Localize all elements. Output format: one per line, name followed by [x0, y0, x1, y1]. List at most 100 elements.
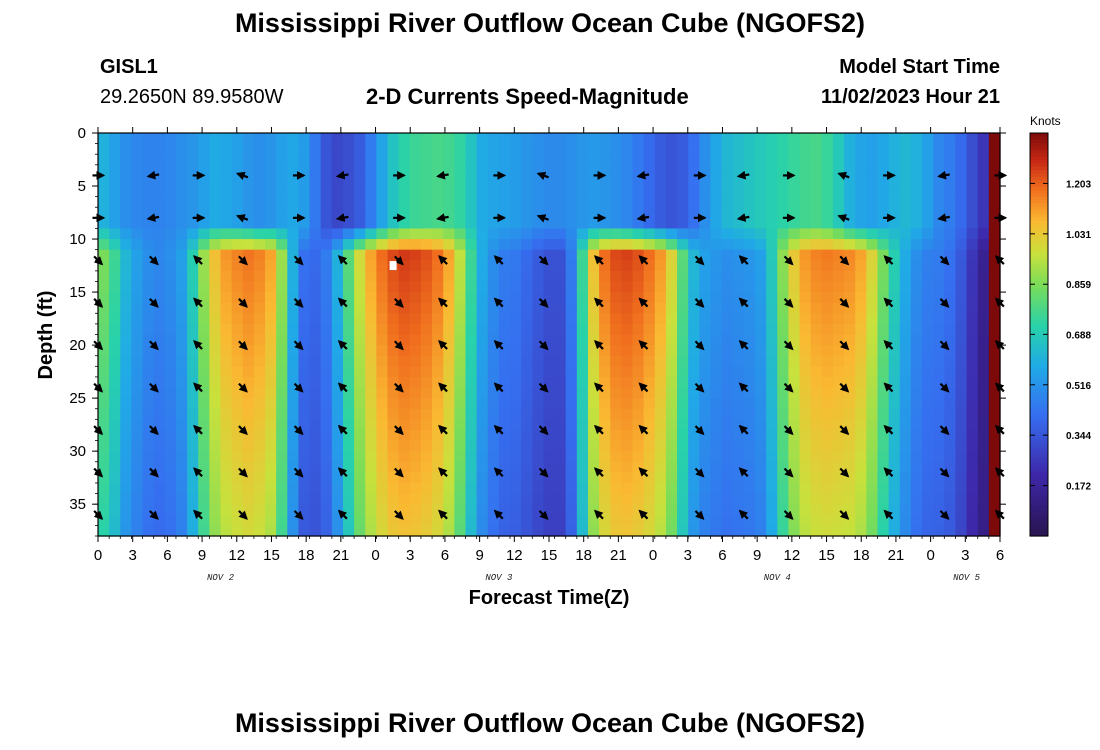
heatmap-cell: [153, 217, 166, 230]
heatmap-cell: [320, 164, 333, 177]
heatmap-cell: [476, 419, 489, 431]
heatmap-cell: [677, 175, 689, 187]
heatmap-cell: [320, 504, 333, 516]
heatmap-cell: [888, 217, 901, 230]
heatmap-cell: [866, 493, 879, 505]
heatmap-cell: [376, 228, 389, 240]
heatmap-cell: [276, 472, 288, 484]
heatmap-cell: [187, 366, 199, 378]
heatmap-cell: [677, 429, 689, 442]
heatmap-cell: [832, 525, 845, 537]
heatmap-cell: [265, 196, 277, 208]
heatmap-cell: [966, 249, 979, 261]
heatmap-cell: [109, 207, 121, 219]
heatmap-cell: [432, 419, 444, 431]
current-arrow: [337, 467, 348, 478]
heatmap-cell: [253, 345, 266, 357]
y-tick-label: 30: [69, 443, 86, 460]
heatmap-cell: [688, 408, 700, 420]
heatmap-cell: [565, 387, 578, 399]
heatmap-cell: [855, 419, 867, 431]
current-arrow: [337, 509, 348, 520]
heatmap-cell: [966, 366, 979, 378]
heatmap-cell: [276, 292, 288, 304]
colorbar-swatch: [1030, 425, 1048, 430]
heatmap-cell: [432, 260, 444, 272]
heatmap-cell: [910, 440, 923, 452]
heatmap-cell: [788, 133, 801, 145]
heatmap-cell: [777, 164, 790, 177]
heatmap-cell: [632, 504, 645, 516]
heatmap-cell: [510, 366, 522, 378]
heatmap-cell: [331, 143, 344, 155]
heatmap-cell: [788, 376, 801, 389]
heatmap-cell: [710, 313, 723, 325]
colorbar-swatch: [1030, 347, 1048, 352]
heatmap-cell: [966, 186, 979, 198]
heatmap-cell: [420, 408, 433, 420]
heatmap-cell: [409, 355, 422, 367]
heatmap-cell: [966, 313, 979, 325]
heatmap-cell: [142, 260, 155, 272]
heatmap-cell: [142, 323, 155, 336]
heatmap-cell: [665, 398, 678, 410]
heatmap-cell: [342, 525, 355, 537]
heatmap-cell: [465, 376, 478, 389]
heatmap-cell: [175, 387, 188, 399]
heatmap-cell: [988, 366, 1001, 378]
heatmap-cell: [866, 355, 879, 367]
heatmap-cell: [231, 345, 244, 357]
heatmap-cell: [576, 228, 589, 240]
heatmap-cell: [331, 461, 344, 473]
heatmap-cell: [988, 313, 1001, 325]
heatmap-cell: [365, 345, 377, 357]
colorbar-swatch: [1030, 169, 1048, 174]
heatmap-cell: [242, 186, 255, 198]
heatmap-cell: [777, 493, 790, 505]
heatmap-cell: [565, 281, 578, 293]
heatmap-cell: [298, 472, 311, 484]
heatmap-cell: [922, 207, 934, 219]
heatmap-cell: [532, 207, 545, 219]
heatmap-cell: [131, 133, 144, 145]
heatmap-cell: [120, 440, 133, 452]
heatmap-cell: [610, 302, 622, 314]
heatmap-cell: [131, 440, 144, 452]
heatmap-cell: [131, 313, 144, 325]
heatmap-cell: [365, 196, 377, 208]
heatmap-cell: [710, 387, 723, 399]
heatmap-cell: [888, 228, 901, 240]
heatmap-cell: [810, 334, 823, 346]
heatmap-cell: [677, 260, 689, 272]
heatmap-cell: [242, 292, 255, 304]
heatmap-cell: [175, 186, 188, 198]
heatmap-cell: [409, 239, 422, 251]
heatmap-cell: [799, 186, 812, 198]
heatmap-cell: [142, 482, 155, 495]
heatmap-cell: [532, 260, 545, 272]
current-arrow: [839, 298, 850, 308]
heatmap-cell: [242, 366, 255, 378]
heatmap-cell: [342, 175, 355, 187]
current-arrow: [438, 424, 448, 435]
heatmap-cell: [788, 525, 801, 537]
heatmap-cell: [376, 196, 389, 208]
heatmap-cell: [654, 493, 667, 505]
colorbar-swatch: [1030, 146, 1048, 151]
heatmap-cell: [454, 525, 467, 537]
heatmap-cell: [899, 164, 912, 177]
heatmap-cell: [922, 302, 934, 314]
heatmap-cell: [677, 493, 689, 505]
heatmap-cell: [832, 186, 845, 198]
heatmap-cell: [265, 239, 277, 251]
heatmap-cell: [287, 345, 300, 357]
heatmap-cell: [331, 504, 344, 516]
heatmap-cell: [721, 504, 734, 516]
heatmap-cell: [198, 440, 210, 452]
heatmap-cell: [476, 493, 489, 505]
heatmap-cell: [354, 504, 366, 516]
x-tick-label: 15: [263, 547, 280, 564]
heatmap-cell: [632, 164, 645, 177]
heatmap-cell: [788, 345, 801, 357]
heatmap-cell: [287, 302, 300, 314]
